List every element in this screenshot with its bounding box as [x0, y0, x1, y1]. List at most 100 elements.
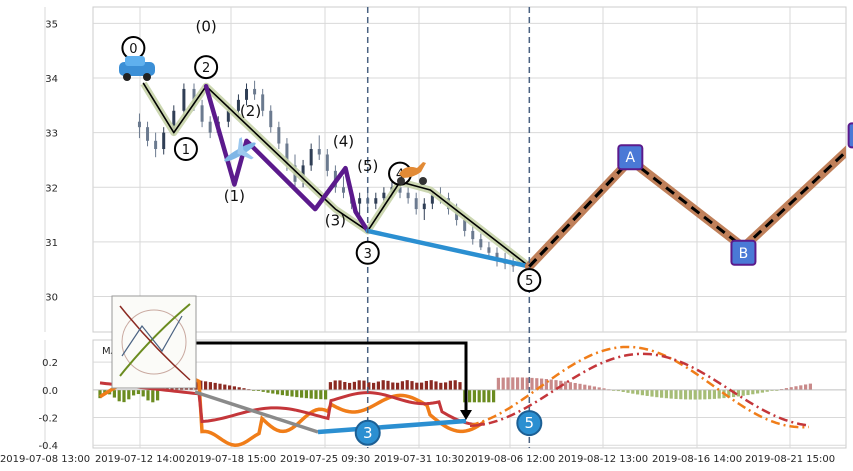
macd-histogram-bar [386, 380, 390, 390]
candle-body [463, 220, 467, 231]
macd-histogram-bar [592, 386, 596, 390]
macd-histogram-bar [477, 389, 481, 403]
candle-body [309, 149, 313, 166]
macd-histogram-bar [640, 389, 644, 396]
price-y-tick: 32 [45, 183, 58, 194]
thumbnail-curve [121, 315, 183, 357]
blue-projection-line [365, 228, 532, 269]
candle-body [382, 192, 386, 199]
wave-sub-label: (1) [224, 187, 245, 205]
scooter-wheel [397, 177, 405, 185]
macd-histogram-bar [381, 380, 385, 390]
macd-histogram-bar [122, 389, 126, 403]
wave-node-label: 4 [396, 168, 404, 183]
candle-body [398, 187, 402, 193]
macd-histogram-bar [472, 389, 476, 403]
macd-histogram-bar [343, 381, 347, 390]
price-y-tick: 35 [45, 19, 58, 30]
macd-histogram-bar [530, 377, 534, 390]
candle-body [277, 127, 281, 144]
macd-histogram-bar [688, 389, 692, 400]
macd-histogram-bar [444, 382, 448, 390]
macd-histogram-bar [655, 389, 659, 398]
macd-histogram-bar [516, 377, 520, 390]
car-wheel [123, 73, 131, 81]
macd-y-tick: 0.0 [42, 386, 58, 397]
macd-histogram-bar [213, 382, 217, 390]
macd-marker-label: 3 [363, 424, 373, 442]
candle-body [236, 99, 240, 111]
candle-body [154, 140, 158, 150]
price-y-tick: 34 [45, 74, 58, 85]
macd-histogram-bar [765, 389, 769, 392]
macd-histogram-bar [578, 383, 582, 390]
macd-histogram-bar [396, 382, 400, 390]
macd-histogram-bar [770, 389, 774, 391]
macd-marker-circle [516, 410, 543, 437]
macd-histogram-bar [362, 380, 366, 390]
wave-node-circle [355, 240, 380, 265]
abc-box [847, 122, 853, 149]
macd-histogram-bar [501, 377, 505, 390]
macd-histogram-bar [309, 389, 313, 399]
macd-histogram-bar [645, 389, 649, 396]
macd-histogram-bar [669, 389, 673, 399]
candle-body [430, 195, 434, 204]
candle-body [172, 110, 176, 133]
price-y-tick: 30 [45, 292, 58, 303]
macd-histogram-bar [304, 389, 308, 399]
macd-histogram-bar [708, 389, 712, 400]
wave-sub-label: (3) [325, 211, 346, 229]
wave-node-circle [517, 268, 542, 293]
macd-histogram-bar [372, 382, 376, 390]
abc-label: A [626, 150, 636, 166]
macd-histogram-bar [741, 389, 745, 396]
macd-histogram-bar [756, 389, 760, 394]
macd-histogram-bar [453, 380, 457, 390]
macd-histogram-bar [506, 377, 510, 390]
candle-body [269, 110, 273, 128]
macd-histogram-bar [261, 389, 265, 392]
macd-histogram-bar [808, 383, 812, 390]
thumbnail-curve [119, 303, 191, 377]
macd-histogram-bar [424, 380, 428, 390]
x-tick-label: 2019-08-06 12:00 [465, 454, 555, 465]
zigzag-black-line [142, 82, 531, 268]
candle-body [374, 198, 378, 204]
macd-histogram-bar [588, 385, 592, 390]
wave-node-label: 2 [202, 61, 210, 76]
scooter-body [399, 162, 426, 178]
macd-histogram-bar [266, 389, 270, 393]
macd-histogram-bar [290, 389, 294, 397]
macd-histogram-bar [117, 389, 121, 402]
x-tick-label: 2019-07-18 15:00 [186, 454, 276, 465]
macd-histogram-bar [415, 382, 419, 390]
macd-y-tick: -0.2 [38, 414, 58, 425]
plane-wing [237, 137, 254, 160]
macd-histogram-bar [540, 378, 544, 390]
wave-sub-label: (2) [240, 102, 261, 120]
abc-box [730, 239, 757, 266]
icons [111, 56, 427, 389]
macd-histogram-bar [674, 389, 678, 399]
macd-histogram-bar [511, 377, 515, 390]
macd-histogram-bar [573, 382, 577, 390]
macd-histogram-bar [775, 389, 779, 391]
candle-body [182, 88, 186, 111]
macd-histogram-bar [357, 380, 361, 390]
macd-y-tick: -0.4 [38, 441, 58, 452]
macd-histogram-bar [612, 389, 616, 391]
candle-body [162, 132, 166, 150]
macd-histogram-bar [112, 389, 116, 398]
candle-body [226, 110, 230, 122]
macd-histogram-bar [218, 383, 222, 390]
macd-histogram-bar [693, 389, 697, 400]
macd-histogram-bar [405, 380, 409, 390]
macd-histogram-bar [448, 380, 452, 390]
macd-histogram-bar [348, 382, 352, 390]
x-tick-label: 2019-07-08 13:00 [0, 454, 90, 465]
x-tick-label: 2019-08-16 14:00 [652, 454, 742, 465]
airplane-icon [224, 137, 256, 162]
zigzag-purple-line [203, 83, 370, 234]
